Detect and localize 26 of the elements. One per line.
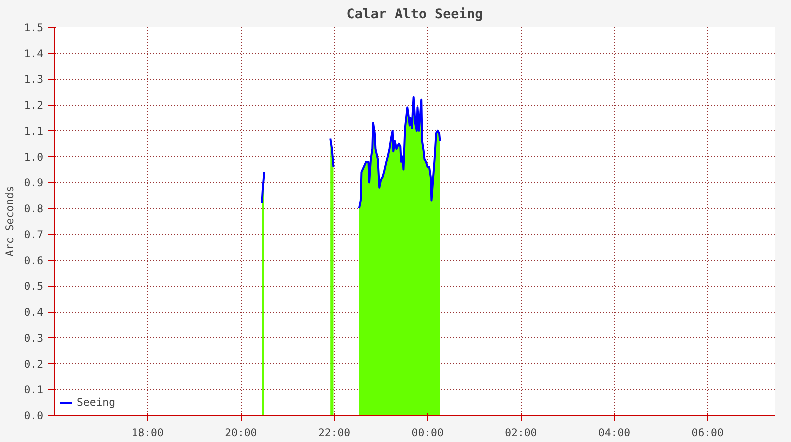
x-tick-label: 06:00 — [692, 426, 724, 440]
y-tick-label: 1.2 — [24, 99, 44, 112]
x-tick-label: 22:00 — [318, 426, 351, 440]
x-tick-label: 04:00 — [598, 426, 631, 440]
y-tick-label: 1.3 — [24, 73, 44, 86]
y-tick-label: 0.2 — [24, 358, 44, 371]
y-tick-label: 0.4 — [24, 306, 44, 320]
y-tick-label: 1.1 — [24, 124, 44, 138]
y-tick-label: 0.3 — [24, 332, 44, 345]
chart-title: Calar Alto Seeing — [346, 8, 484, 22]
y-tick-label: 0.7 — [24, 228, 44, 242]
x-tick-label: 20:00 — [225, 426, 258, 440]
y-axis-title: Arc Seconds — [3, 186, 16, 257]
y-tick-label: 1.0 — [24, 150, 44, 164]
x-tick-label: 02:00 — [505, 426, 538, 440]
y-tick-label: 0.9 — [24, 176, 44, 190]
legend-label: Seeing — [77, 396, 116, 409]
y-tick-label: 1.5 — [24, 22, 44, 34]
y-tick-label: 0.1 — [24, 384, 44, 397]
y-tick-label: 0.0 — [24, 410, 44, 422]
x-tick-label: 00:00 — [412, 426, 444, 440]
y-tick-label: 0.5 — [24, 280, 44, 294]
y-tick-label: 0.6 — [24, 254, 44, 268]
x-tick-label: 18:00 — [132, 426, 164, 440]
y-tick-label: 0.8 — [24, 202, 44, 216]
y-tick-label: 1.4 — [24, 47, 44, 60]
